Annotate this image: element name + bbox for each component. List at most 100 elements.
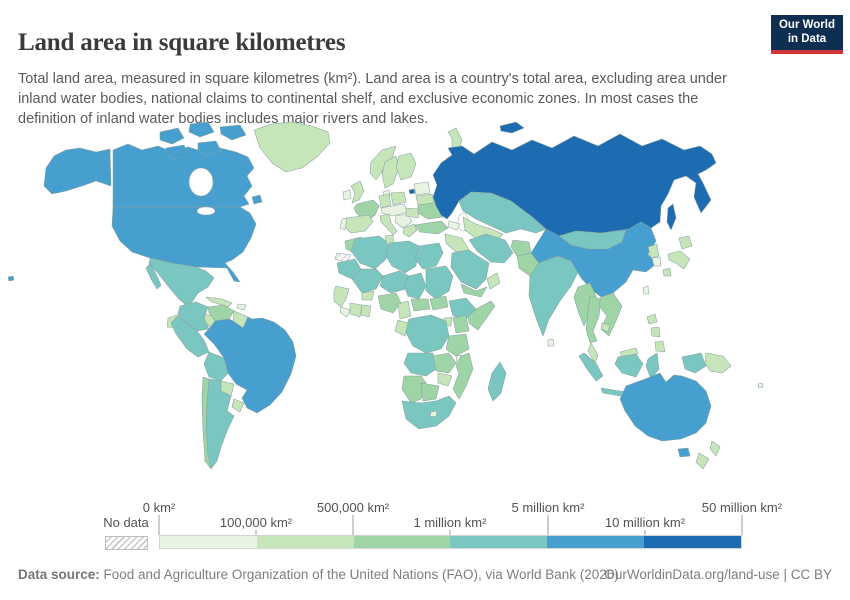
country-cameroon[interactable] [397, 300, 412, 320]
country-libya[interactable] [385, 240, 420, 274]
country-greenland[interactable] [253, 121, 331, 173]
country-new-zealand[interactable] [709, 440, 721, 457]
country-south-sudan[interactable] [429, 295, 449, 311]
country-india[interactable] [528, 255, 579, 337]
country-botswana[interactable] [420, 382, 440, 402]
country-iran[interactable] [468, 233, 514, 264]
country-poland[interactable] [390, 191, 407, 206]
country-arctic-island[interactable] [159, 127, 185, 145]
country-greece[interactable] [402, 223, 418, 238]
country-romania[interactable] [405, 207, 421, 219]
country-portugal[interactable] [339, 217, 348, 231]
country-italy[interactable] [379, 213, 398, 236]
country-ivory-coast[interactable] [349, 302, 363, 318]
country-philippines[interactable] [646, 313, 658, 325]
owid-logo[interactable]: Our World in Data [771, 15, 843, 54]
country-germany[interactable] [378, 193, 392, 209]
country-papua-new-guinea[interactable] [704, 352, 732, 374]
country-new-zealand[interactable] [695, 452, 710, 470]
country-ireland[interactable] [342, 189, 352, 201]
country-tanzania[interactable] [445, 333, 470, 357]
country-hispaniola[interactable] [236, 303, 247, 311]
country-argentina[interactable] [205, 378, 235, 470]
country-newfoundland[interactable] [251, 194, 263, 205]
country-lesotho[interactable] [429, 410, 438, 418]
legend-bin-5[interactable] [547, 536, 645, 548]
country-angola[interactable] [403, 352, 437, 377]
country-sri-lanka[interactable] [547, 338, 555, 347]
country-liberia[interactable] [339, 306, 351, 318]
country-kazakhstan[interactable] [458, 191, 547, 234]
country-pacific-islands[interactable] [757, 382, 764, 389]
country-tasmania[interactable] [677, 447, 691, 458]
country-arctic-island[interactable] [188, 121, 215, 138]
country-united-kingdom[interactable] [350, 180, 365, 204]
country-japan[interactable] [662, 267, 672, 277]
country-nigeria[interactable] [377, 292, 402, 314]
legend-no-data-swatch[interactable] [105, 536, 148, 550]
country-kenya[interactable] [452, 314, 470, 334]
country-uruguay[interactable] [231, 398, 245, 413]
country-mexico[interactable] [148, 257, 215, 306]
country-kaliningrad[interactable] [408, 188, 416, 195]
legend-bin-4[interactable] [450, 536, 548, 548]
country-burkina-faso[interactable] [361, 290, 375, 301]
country-philippines[interactable] [650, 326, 661, 338]
country-zimbabwe[interactable] [437, 372, 453, 387]
country-philippines[interactable] [654, 340, 666, 353]
country-arctic-island[interactable] [219, 124, 247, 141]
country-senegal[interactable] [333, 285, 350, 308]
country-central-asia[interactable] [462, 216, 504, 242]
license-link[interactable]: OurWorldinData.org/land-use | CC BY [604, 567, 832, 582]
country-sudan[interactable] [425, 265, 454, 300]
country-somalia[interactable] [467, 300, 496, 331]
country-congo[interactable] [394, 319, 409, 337]
country-mozambique[interactable] [452, 352, 474, 400]
country-taiwan[interactable] [642, 285, 650, 295]
country-japan[interactable] [667, 250, 691, 270]
country-canada[interactable] [112, 143, 255, 208]
country-ghana[interactable] [360, 304, 372, 318]
country-algeria[interactable] [350, 235, 390, 270]
legend-bin-6[interactable] [644, 536, 741, 548]
country-arctic-island[interactable] [197, 140, 222, 157]
country-baltics[interactable] [413, 181, 431, 196]
country-zambia[interactable] [432, 352, 457, 374]
country-peru[interactable] [170, 315, 210, 358]
country-australia[interactable] [619, 372, 712, 442]
country-niger[interactable] [379, 270, 410, 294]
country-japan[interactable] [678, 235, 693, 250]
country-madagascar[interactable] [487, 361, 507, 402]
country-oman[interactable] [486, 272, 501, 290]
country-central-europe[interactable] [380, 203, 409, 217]
country-turkey[interactable] [414, 220, 449, 235]
country-south-korea[interactable] [651, 256, 662, 267]
country-egypt[interactable] [414, 242, 444, 270]
country-usa[interactable] [111, 206, 257, 283]
country-cuba[interactable] [205, 296, 233, 308]
country-hawaii[interactable] [7, 275, 15, 282]
country-indonesia-sulawesi[interactable] [645, 352, 660, 380]
country-indonesia-sumatra[interactable] [578, 352, 604, 382]
country-namibia[interactable] [401, 375, 427, 404]
country-north-korea[interactable] [647, 243, 660, 259]
legend-bin-3[interactable] [353, 536, 451, 548]
country-novaya-zemlya[interactable] [499, 121, 525, 134]
country-cambodia[interactable] [600, 322, 611, 333]
country-spain[interactable] [343, 214, 374, 234]
country-sweden[interactable] [381, 155, 400, 189]
country-sakhalin[interactable] [666, 203, 677, 231]
country-drc[interactable] [404, 314, 450, 354]
country-caucasus[interactable] [447, 220, 461, 231]
country-south-africa[interactable] [401, 395, 457, 430]
country-alaska[interactable] [43, 147, 112, 195]
legend-bin-2[interactable] [256, 536, 354, 548]
country-mexico-baja[interactable] [145, 263, 162, 290]
country-indonesia-papua[interactable] [681, 352, 707, 374]
country-finland[interactable] [395, 152, 417, 181]
country-indonesia-borneo[interactable] [614, 353, 644, 378]
legend-bin-1[interactable] [160, 536, 257, 548]
country-saudi-arabia[interactable] [450, 249, 490, 290]
country-yemen[interactable] [460, 283, 488, 298]
country-iraq[interactable] [444, 233, 470, 253]
